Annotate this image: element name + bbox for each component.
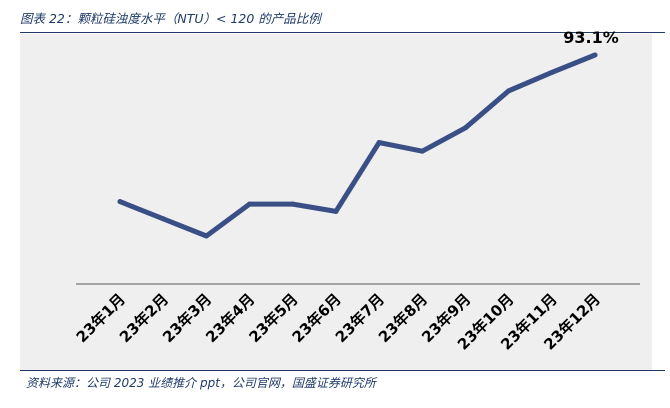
data-point (333, 208, 339, 214)
data-point (506, 88, 512, 94)
data-point (290, 201, 296, 207)
data-point (592, 52, 598, 58)
data-labels: 93.1% (563, 28, 619, 47)
top-divider (20, 32, 665, 33)
data-label: 93.1% (563, 28, 619, 47)
data-point (160, 216, 166, 222)
data-point (549, 69, 555, 75)
data-point (462, 125, 468, 131)
data-point (203, 233, 209, 239)
data-point (117, 199, 123, 205)
bottom-divider (20, 370, 665, 371)
series-line (117, 52, 598, 239)
data-point (247, 201, 253, 207)
source-note: 资料来源：公司 2023 业绩推介 ppt，公司官网，国盛证券研究所 (26, 376, 376, 390)
chart-title: 图表 22：颗粒硅浊度水平（NTU）< 120 的产品比例 (20, 11, 321, 26)
data-point (376, 140, 382, 146)
x-tick-labels: 23年1月23年2月23年3月23年4月23年5月23年6月23年7月23年8月… (73, 290, 604, 353)
data-point (419, 148, 425, 154)
